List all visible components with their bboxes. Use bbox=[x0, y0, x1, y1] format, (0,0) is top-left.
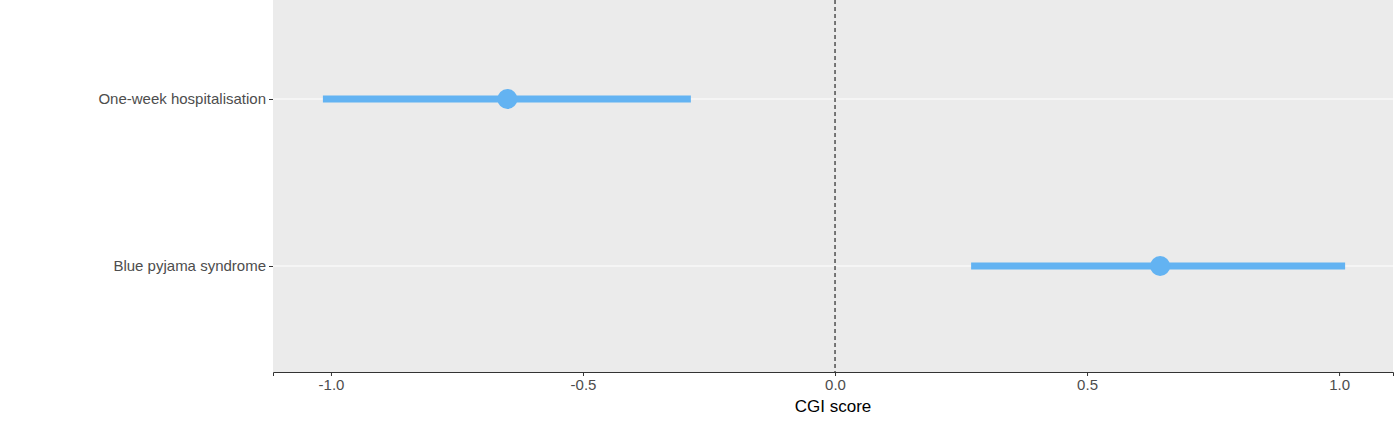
tick: Blue pyjama syndrome bbox=[113, 257, 273, 274]
grid bbox=[273, 99, 1393, 266]
tick-mark bbox=[269, 99, 273, 100]
point bbox=[1150, 256, 1170, 276]
grid-line bbox=[273, 265, 1393, 266]
grid-line bbox=[273, 98, 1393, 99]
tick: One-week hospitalisation bbox=[98, 90, 273, 107]
x-axis-title: CGI score bbox=[795, 397, 872, 416]
tick-label: -1.0 bbox=[319, 376, 345, 393]
tick: 0.5 bbox=[1077, 372, 1098, 393]
tick-label: 1.0 bbox=[1329, 376, 1350, 393]
marks bbox=[323, 89, 1345, 276]
point bbox=[497, 89, 517, 109]
tick-label: -0.5 bbox=[571, 376, 597, 393]
y-axis: One-week hospitalisation Blue pyjama synd… bbox=[98, 90, 273, 274]
tick-mark bbox=[269, 266, 273, 267]
chart: -1.0 -0.5 0.0 0.5 1.0 One-week hospitalisatio… bbox=[0, 0, 1398, 424]
reference-line bbox=[835, 0, 836, 372]
tick: 0.0 bbox=[825, 372, 846, 393]
tick-label: One-week hospitalisation bbox=[98, 90, 266, 107]
plot: -1.0 -0.5 0.0 0.5 1.0 One-week hospitalisatio… bbox=[98, 0, 1393, 393]
tick-label: Blue pyjama syndrome bbox=[113, 257, 266, 274]
tick: -1.0 bbox=[319, 372, 345, 393]
tick-label: 0.0 bbox=[825, 376, 846, 393]
x-axis: -1.0 -0.5 0.0 0.5 1.0 bbox=[274, 372, 1394, 393]
tick: 1.0 bbox=[1329, 372, 1350, 393]
panel-background bbox=[273, 0, 1393, 372]
tick: -0.5 bbox=[571, 372, 597, 393]
tick-label: 0.5 bbox=[1077, 376, 1098, 393]
